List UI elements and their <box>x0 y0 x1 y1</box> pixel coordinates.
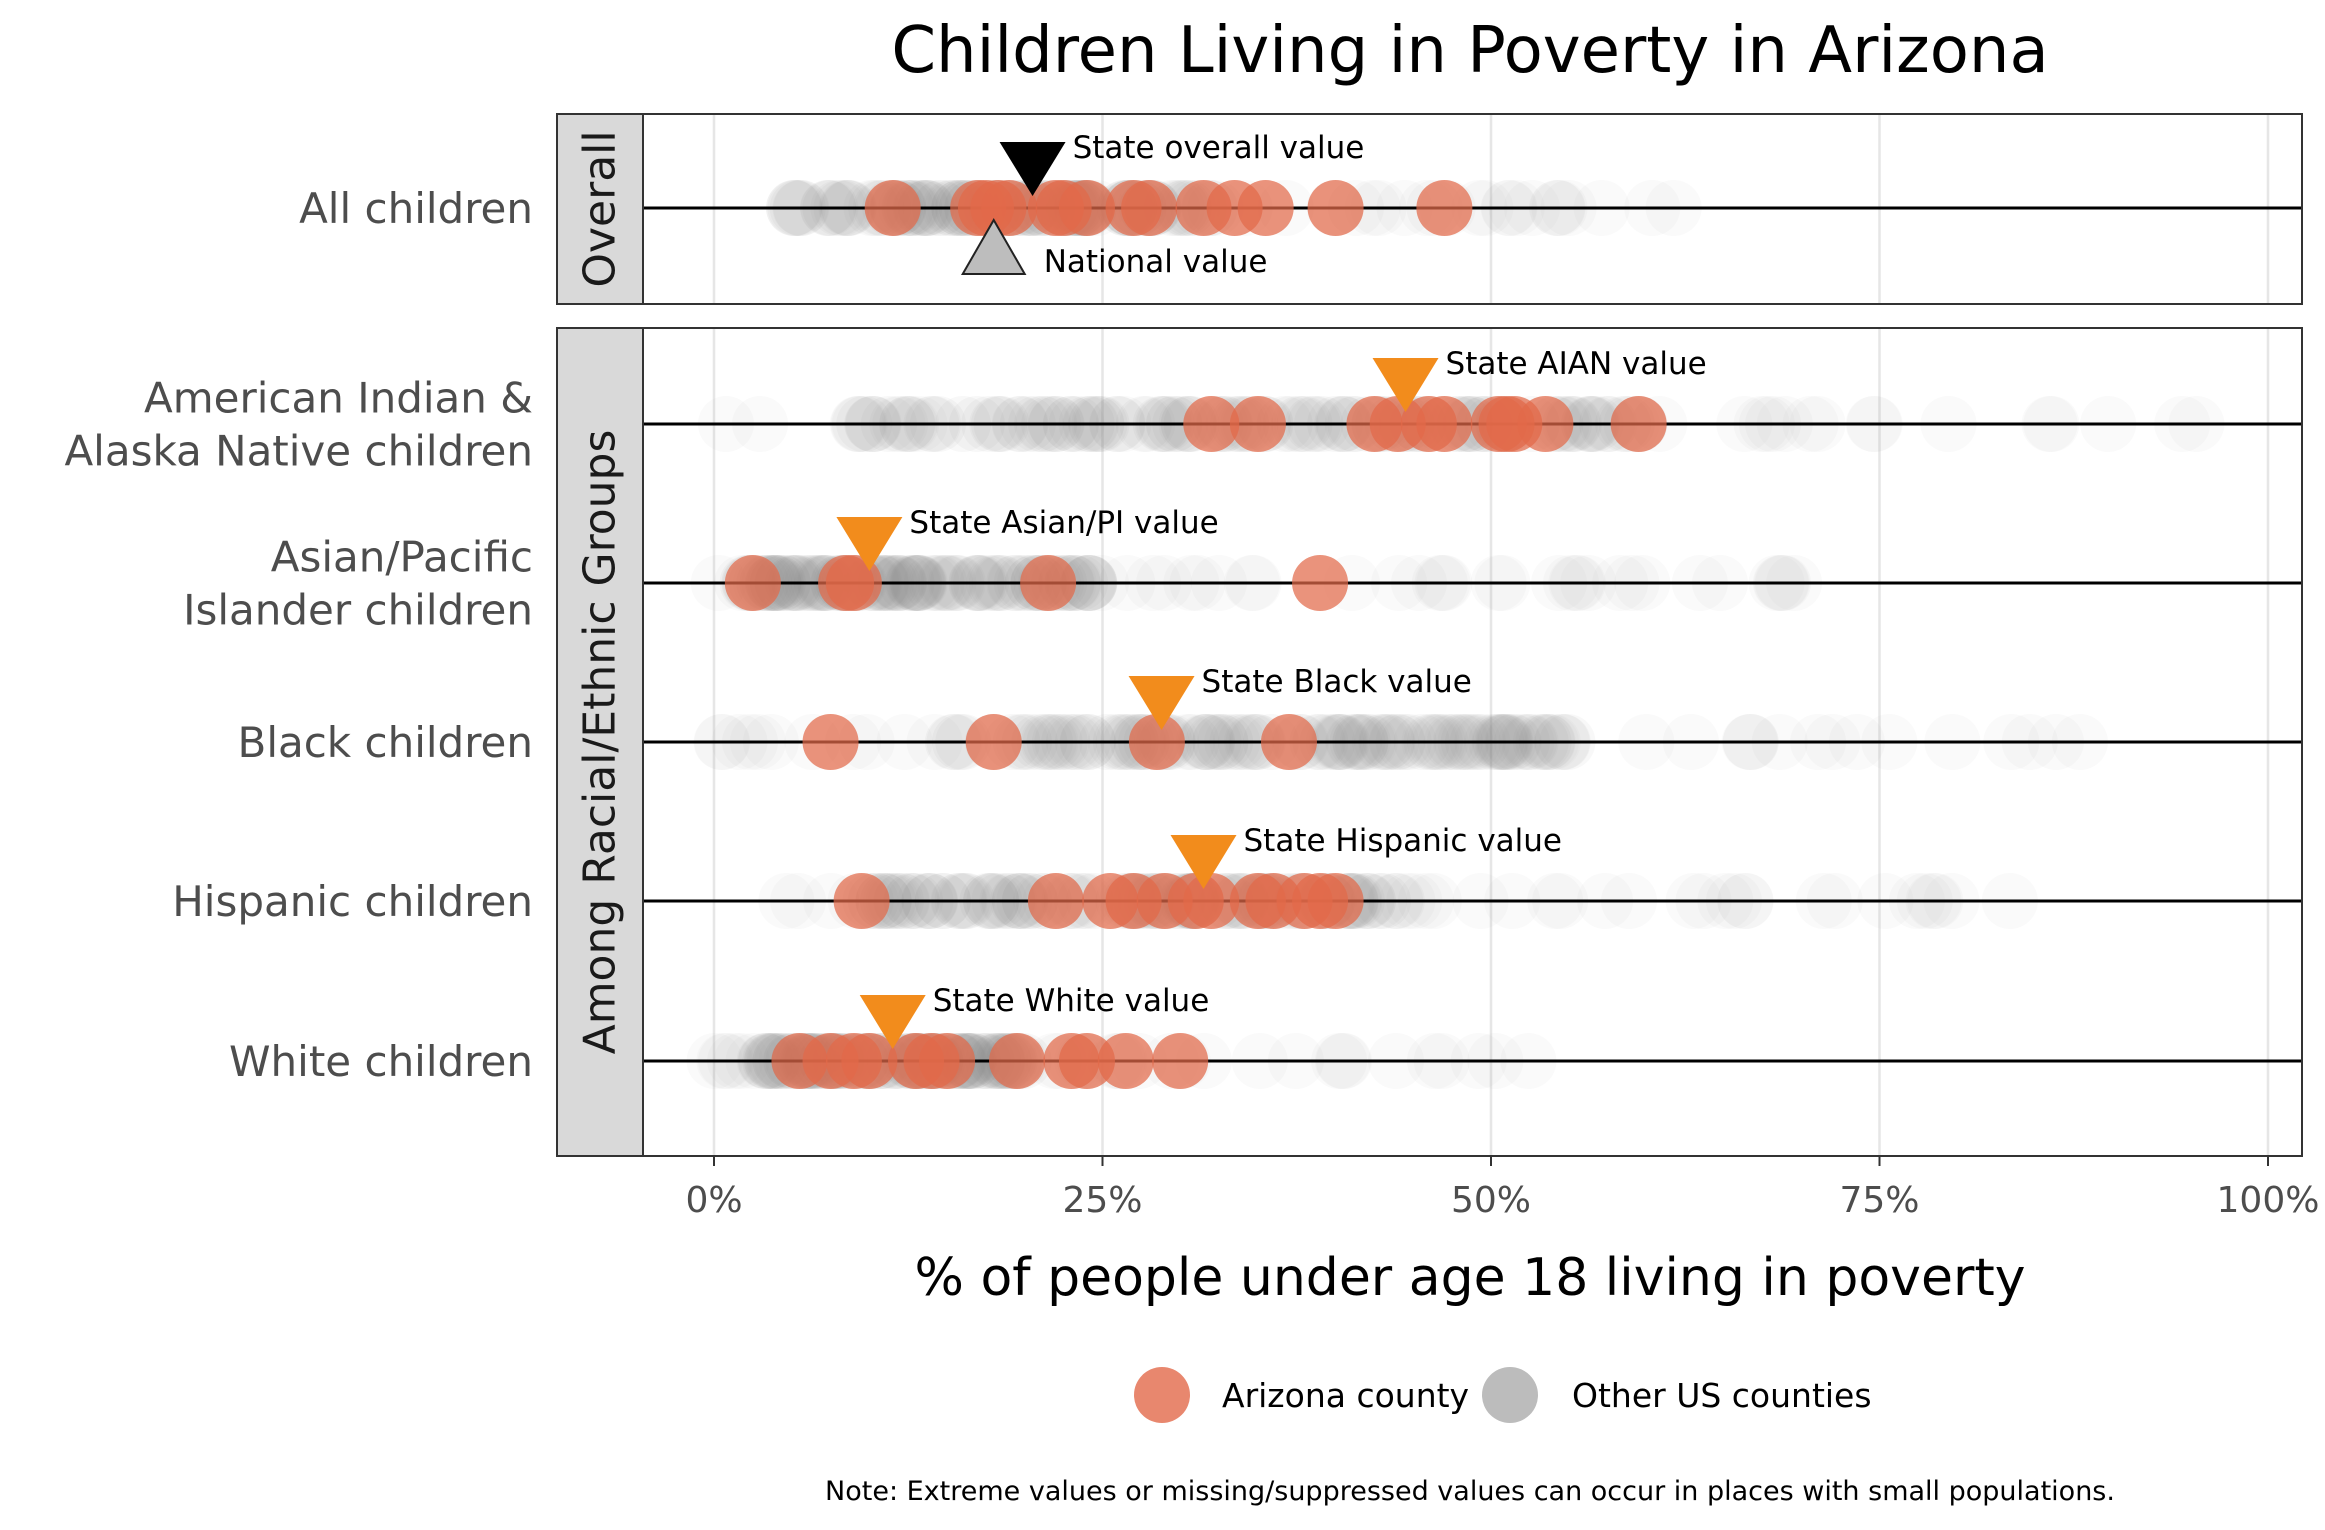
state-value-marker <box>1170 835 1237 889</box>
row: American Indian &Alaska Native children S… <box>64 346 2302 476</box>
row-label: White children <box>229 1037 533 1086</box>
arizona-county-point <box>1237 180 1294 236</box>
strip-background <box>556 327 644 1157</box>
arizona-county-point <box>864 180 921 236</box>
arizona-counties <box>724 555 1349 611</box>
row: Black children State Black value <box>238 664 2302 770</box>
arizona-county-point <box>1307 180 1364 236</box>
legend-label: Other US counties <box>1572 1376 1872 1415</box>
row-label: Hispanic children <box>172 877 533 926</box>
arizona-county-point <box>1517 396 1574 452</box>
legend-swatch <box>1134 1367 1190 1423</box>
arizona-county-point <box>1058 1033 1115 1089</box>
arizona-county-point <box>833 873 890 929</box>
row: White children State White value <box>229 983 2302 1089</box>
national-value-label: National value <box>1044 244 1268 280</box>
strip-background <box>556 113 644 305</box>
row-label: Alaska Native children <box>64 427 533 476</box>
panels: Overall All children State overall value Na… <box>64 113 2303 1157</box>
arizona-county-point <box>825 555 882 611</box>
arizona-counties <box>864 180 1473 236</box>
x-tick-label: 50% <box>1451 1180 1531 1221</box>
arizona-county-point <box>1058 180 1115 236</box>
arizona-county-point <box>1152 1033 1209 1089</box>
chart-title: Children Living in Poverty in Arizona <box>891 14 2048 88</box>
strip-label: Overall <box>575 130 626 287</box>
state-value-label: State Asian/PI value <box>909 505 1218 541</box>
row-label: Asian/Pacific <box>271 533 533 582</box>
x-tick-label: 100% <box>2217 1180 2320 1221</box>
arizona-county-point <box>1416 396 1473 452</box>
state-value-marker <box>859 995 926 1049</box>
chart-note: Note: Extreme values or missing/suppress… <box>825 1476 2115 1507</box>
arizona-county-point <box>1260 714 1317 770</box>
x-axis-label: % of people under age 18 living in pover… <box>915 1248 2026 1308</box>
row: All children State overall value National … <box>299 130 2302 280</box>
strip-label: Among Racial/Ethnic Groups <box>575 430 626 1055</box>
x-tick-label: 0% <box>685 1180 742 1221</box>
arizona-county-point <box>1128 714 1185 770</box>
row-label: American Indian & <box>144 374 533 423</box>
state-value-label: State Hispanic value <box>1244 823 1563 859</box>
legend-swatch <box>1482 1367 1538 1423</box>
national-value-marker <box>960 217 1027 275</box>
arizona-counties <box>802 714 1317 770</box>
x-tick-label: 25% <box>1062 1180 1142 1221</box>
arizona-county-point <box>989 1033 1046 1089</box>
arizona-county-point <box>1292 555 1349 611</box>
arizona-county-point <box>1610 396 1667 452</box>
row-label: Black children <box>238 718 534 767</box>
state-value-label: State Black value <box>1202 664 1472 700</box>
state-value-marker <box>1128 676 1195 730</box>
legend: Arizona county Other US counties <box>1134 1367 1872 1423</box>
state-value-marker <box>836 517 903 571</box>
panel-overall: Overall All children State overall value Na… <box>299 113 2303 305</box>
arizona-counties <box>833 873 1364 929</box>
legend-label: Arizona county <box>1222 1376 1469 1415</box>
state-value-label: State AIAN value <box>1446 346 1707 382</box>
arizona-county-point <box>1183 396 1240 452</box>
arizona-county-point <box>802 714 859 770</box>
row-label: All children <box>299 184 533 233</box>
panel-border <box>642 327 2303 1157</box>
arizona-county-point <box>1307 873 1364 929</box>
state-value-label: State overall value <box>1073 130 1365 166</box>
state-value-marker <box>999 142 1066 196</box>
arizona-county-point <box>1229 396 1286 452</box>
state-value-label: State White value <box>933 983 1210 1019</box>
x-axis: 0% 25% 50% 75% 100% <box>685 1156 2319 1221</box>
x-tick-label: 75% <box>1839 1180 1919 1221</box>
arizona-county-point <box>1027 873 1084 929</box>
arizona-county-point <box>841 1033 898 1089</box>
panel-border <box>642 113 2303 305</box>
arizona-county-point <box>1097 1033 1154 1089</box>
arizona-county-point <box>965 714 1022 770</box>
arizona-county-point <box>1020 555 1077 611</box>
arizona-counties <box>771 1033 1209 1089</box>
row-label: Islander children <box>183 586 533 635</box>
arizona-county-point <box>1121 180 1178 236</box>
arizona-county-point <box>1416 180 1473 236</box>
arizona-counties <box>1183 396 1667 452</box>
arizona-county-point <box>919 1033 976 1089</box>
legend-item: Arizona county <box>1134 1367 1469 1423</box>
arizona-county-point <box>724 555 781 611</box>
state-value-marker <box>1372 358 1439 412</box>
arizona-county-point <box>1183 873 1240 929</box>
row: Hispanic children State Hispanic value <box>172 823 2302 929</box>
legend-item: Other US counties <box>1482 1367 1872 1423</box>
